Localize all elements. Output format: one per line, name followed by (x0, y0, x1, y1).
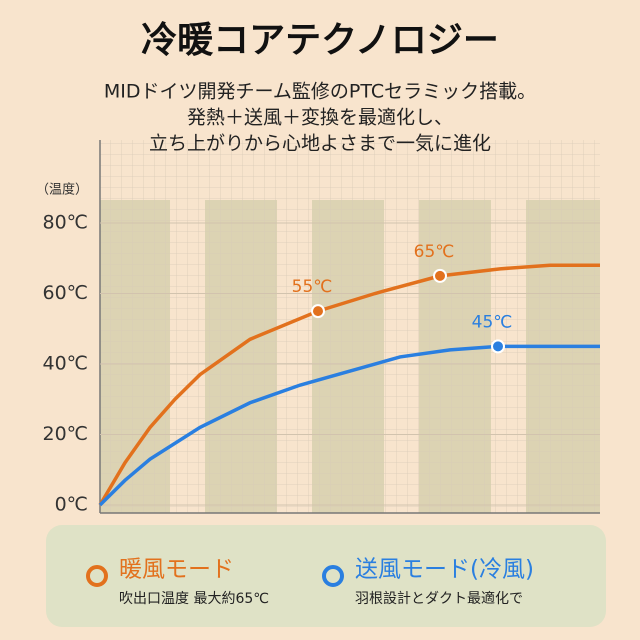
legend-label: 送風モード(冷風) (355, 557, 534, 583)
data-label: 55℃ (292, 277, 333, 297)
chart-title: 冷暖コアテクノロジー (141, 20, 499, 61)
grid-pattern (100, 140, 600, 513)
legend-icon (322, 565, 344, 587)
legend-description: 吹出口温度 最大約65℃ (119, 591, 269, 607)
point (491, 339, 505, 354)
data-label: 45℃ (472, 312, 513, 332)
subtitle: MIDドイツ開発チーム監修のPTCセラミック搭載。 (104, 81, 536, 103)
point (433, 268, 447, 283)
y-tick-label: 60℃ (42, 282, 88, 304)
data-label: 65℃ (414, 242, 455, 262)
y-axis-label: （温度） (36, 182, 88, 198)
line (98, 263, 600, 506)
legend-description: 羽根設計とダクト最適化で (355, 590, 523, 607)
y-tick-label: 40℃ (42, 353, 88, 375)
subtitle: 発熱＋送風＋変換を最適化し、 (187, 107, 453, 129)
subtitle: 立ち上がりから心地よさまで一気に進化 (149, 133, 491, 155)
y-tick-label: 0℃ (55, 494, 88, 516)
legend-label: 暖風モード (119, 557, 234, 583)
line (98, 344, 600, 507)
point (311, 304, 325, 319)
y-tick-label: 80℃ (42, 212, 88, 234)
y-tick-label: 20℃ (42, 423, 88, 445)
legend-icon (86, 565, 108, 587)
